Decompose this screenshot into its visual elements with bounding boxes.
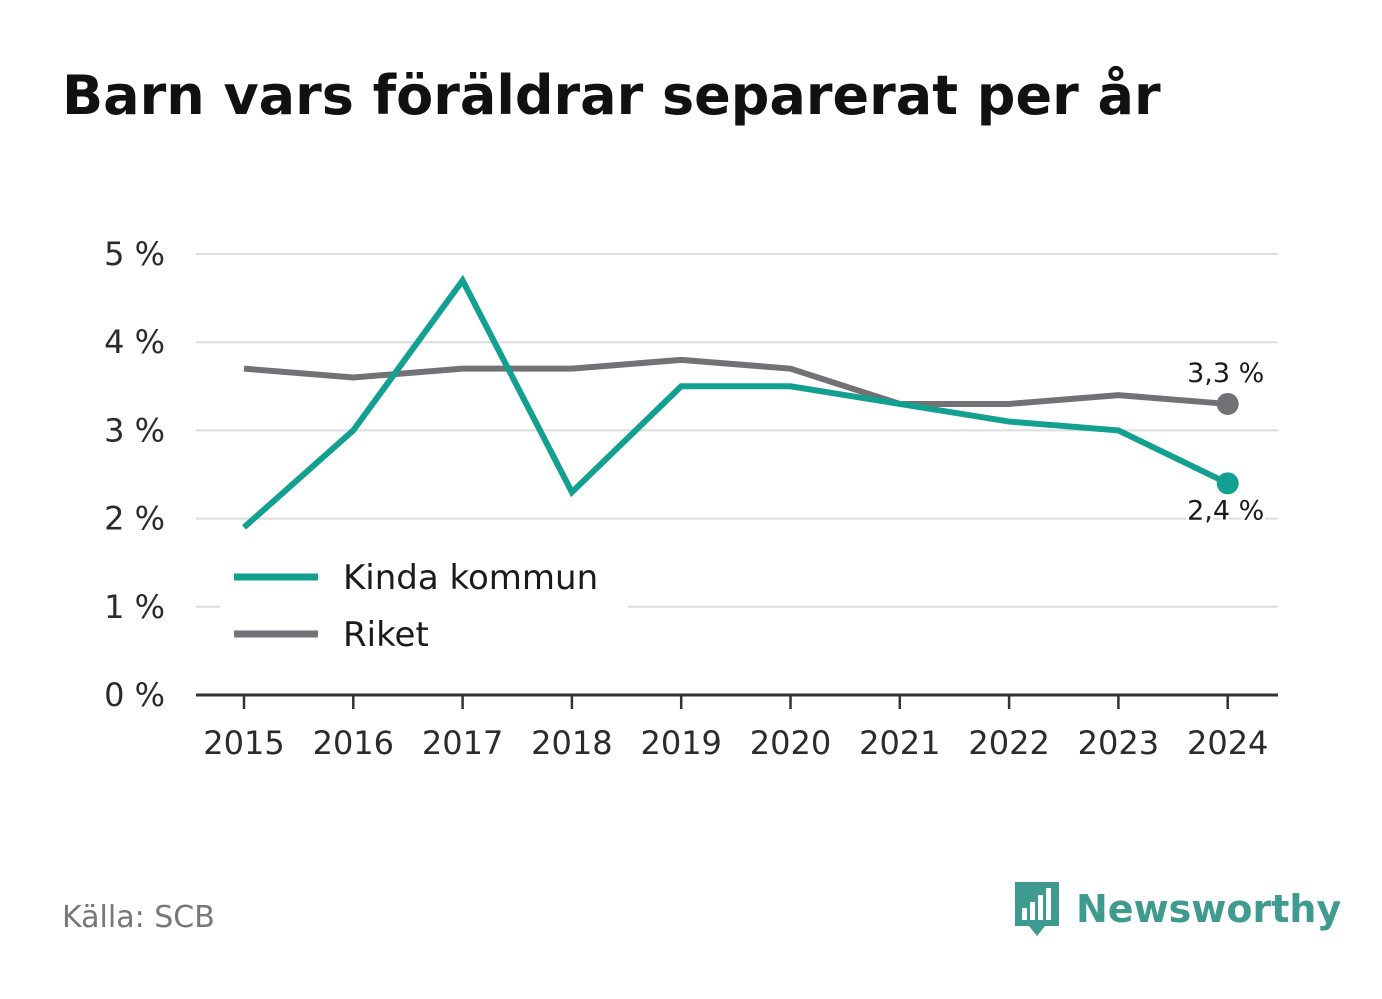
y-tick-label: 2 % (104, 500, 165, 538)
x-tick-label: 2017 (422, 724, 503, 762)
series-lines (242, 274, 1239, 530)
end-value-label: 3,3 % (1187, 358, 1264, 389)
legend-label: Riket (343, 615, 429, 655)
chart-title: Barn vars föräldrar separerat per år (62, 64, 1161, 127)
end-value-label: 2,4 % (1187, 495, 1264, 526)
x-axis: 2015 2016 2017 2018 2019 2020 2021 2022 2023 2024 (196, 693, 1278, 762)
x-tick-label: 2022 (968, 724, 1049, 762)
legend-label: Kinda kommun (343, 558, 598, 598)
legend: Kinda kommun Riket (220, 548, 628, 666)
series-line-kinda-kommun (242, 274, 1230, 530)
bar-chart-speech-bubble-icon (1015, 882, 1059, 936)
x-tick-label: 2018 (531, 724, 612, 762)
y-tick-label: 5 % (104, 235, 165, 273)
legend-background (220, 548, 628, 666)
y-tick-label: 3 % (104, 411, 165, 449)
x-tick-label: 2021 (859, 724, 940, 762)
x-tick-label: 2020 (750, 724, 831, 762)
y-axis-tick-labels: 0 % 1 % 2 % 3 % 4 % 5 % (104, 235, 165, 714)
brand-logo: Newsworthy (1012, 878, 1341, 940)
source-note: Källa: SCB (62, 900, 215, 935)
y-tick-label: 4 % (104, 323, 165, 361)
x-tick-label: 2024 (1187, 724, 1268, 762)
series-line-riket (243, 356, 1228, 407)
end-labels: 2,4 % 3,3 % (1184, 355, 1267, 529)
series-end-point (1216, 472, 1239, 495)
x-tick-label: 2019 (640, 724, 721, 762)
x-tick-label: 2016 (313, 724, 394, 762)
series-end-point (1216, 392, 1239, 415)
y-tick-label: 1 % (104, 588, 165, 626)
x-tick-label: 2015 (203, 724, 284, 762)
brand-name: Newsworthy (1076, 887, 1342, 931)
y-tick-label: 0 % (104, 676, 165, 714)
x-tick-label: 2023 (1078, 724, 1159, 762)
